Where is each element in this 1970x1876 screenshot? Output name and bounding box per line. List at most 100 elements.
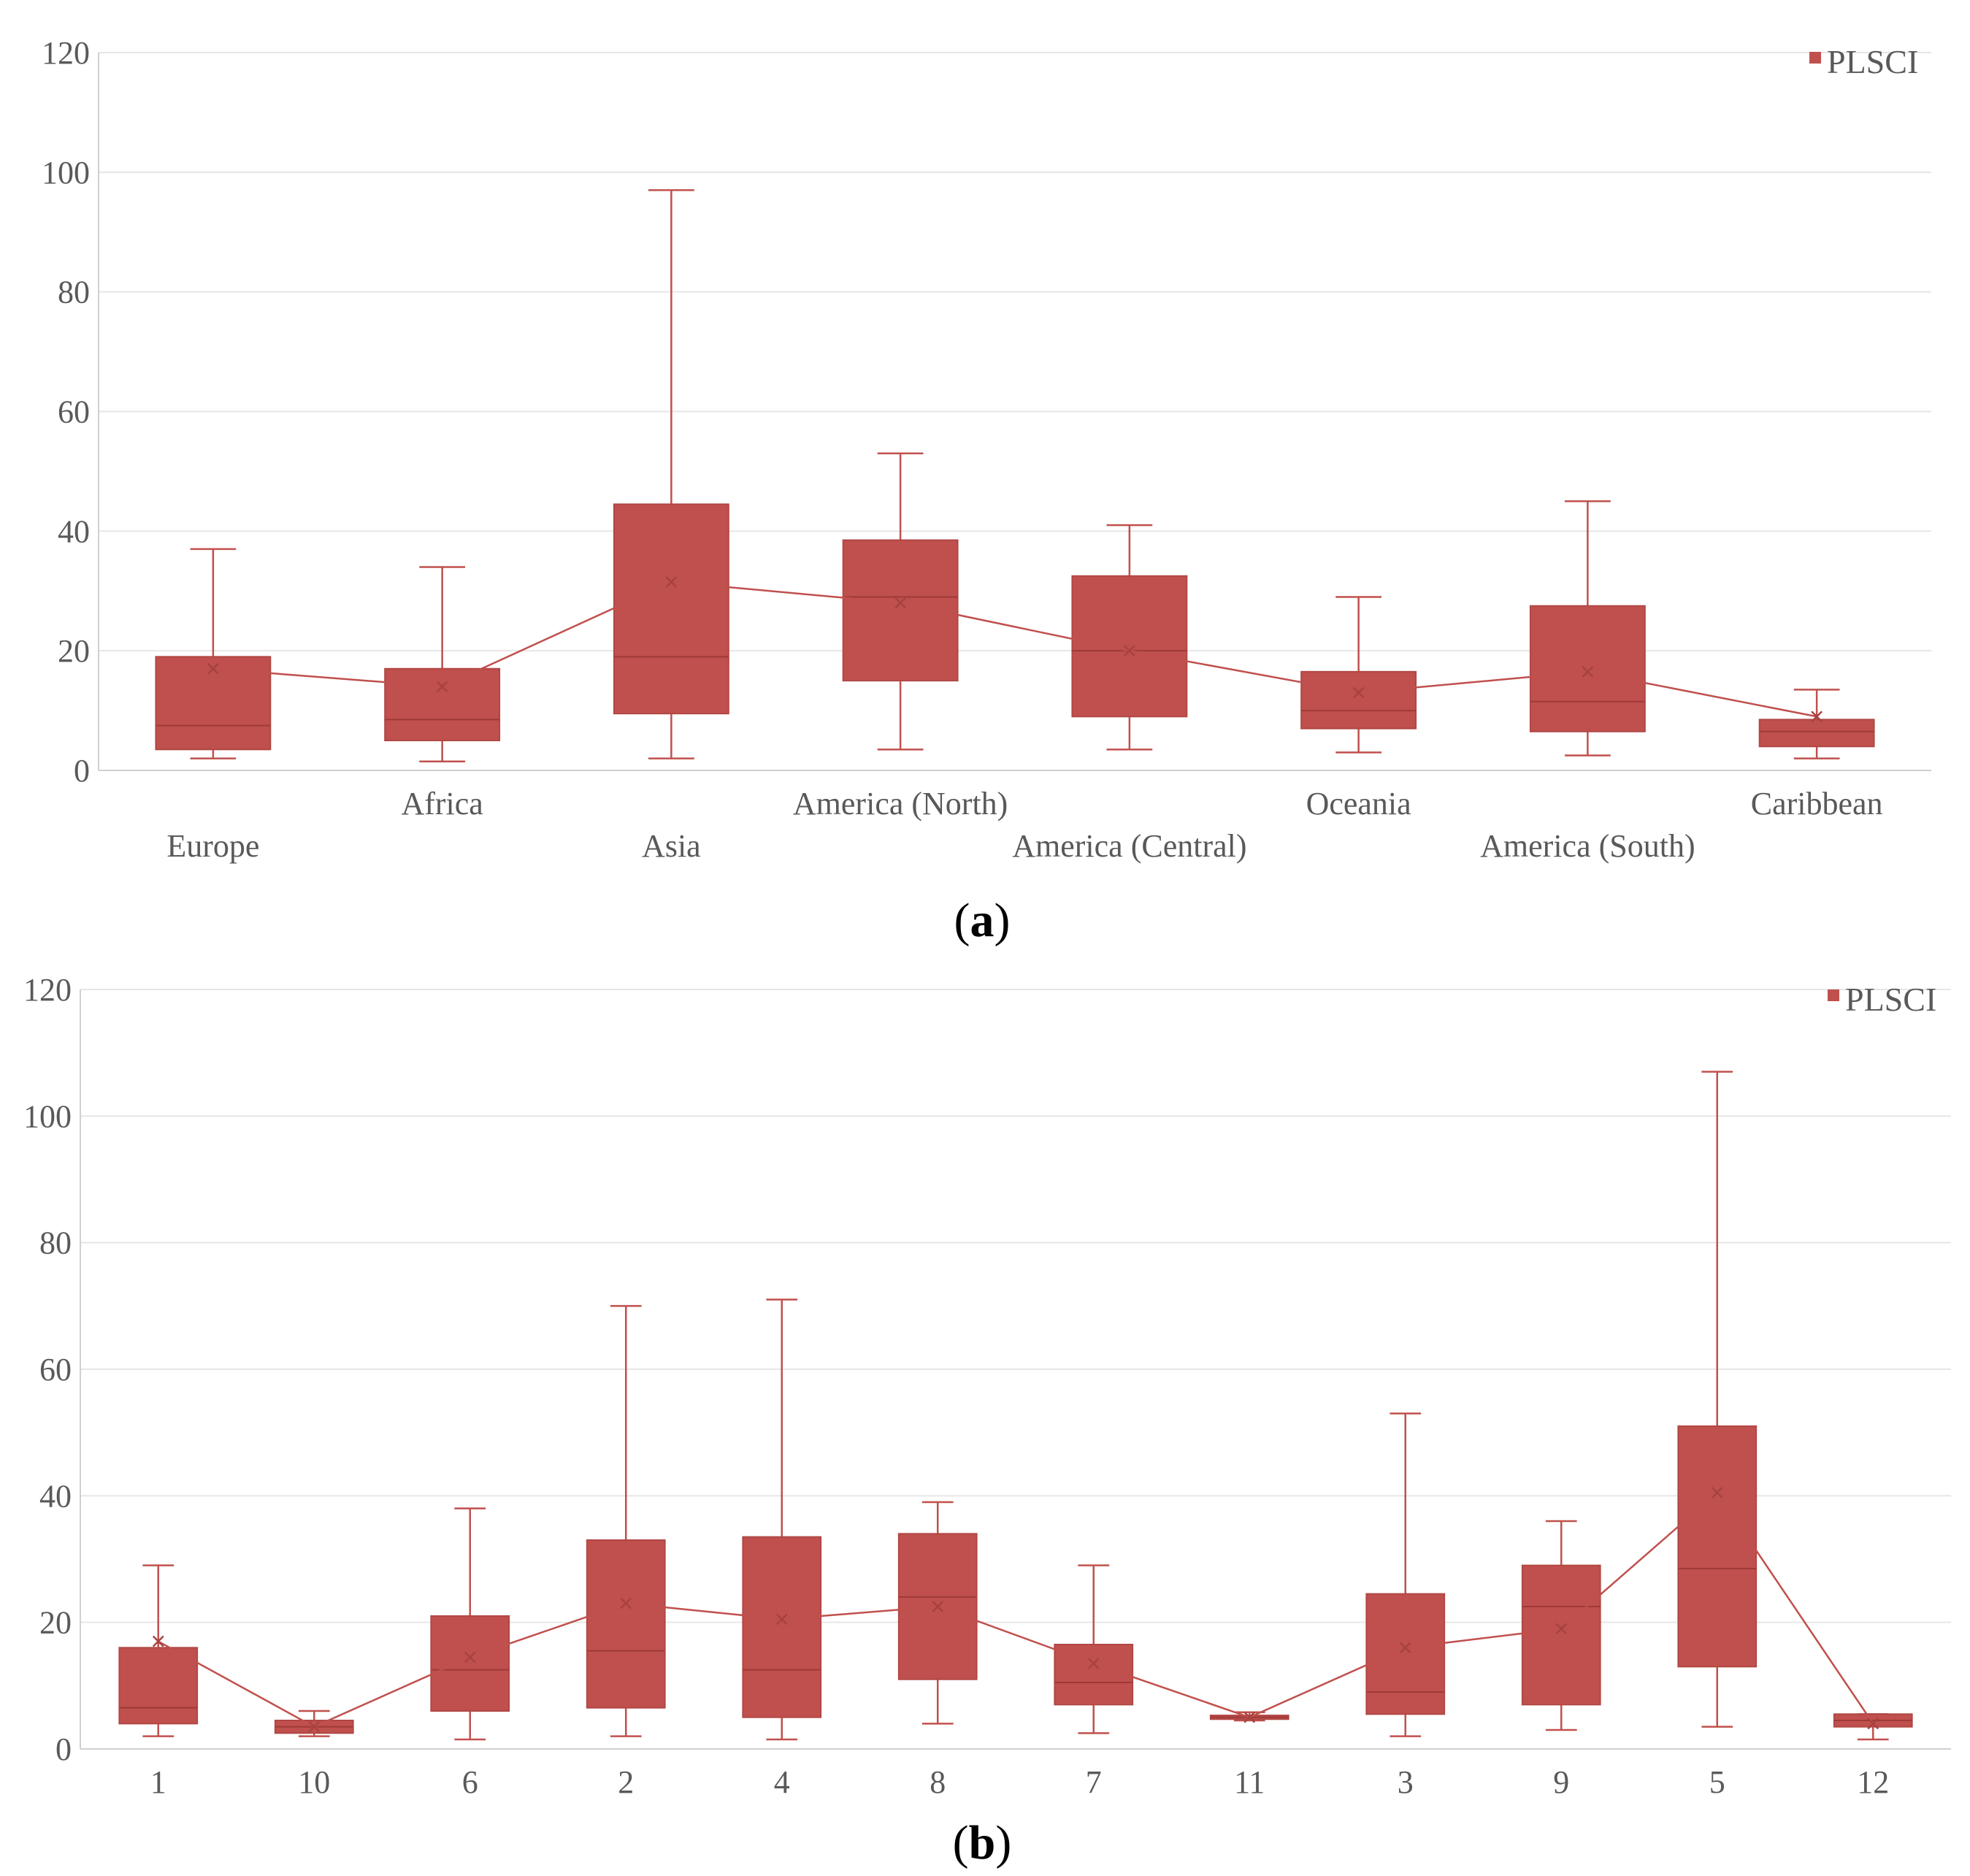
y-tick-label: 0 [74,753,90,789]
x-tick-label: 11 [1234,1764,1265,1800]
box-12 [1833,1713,1913,1741]
panel-label: (b) [953,1816,1012,1869]
legend-label: PLSCI [1845,981,1936,1018]
box-3 [1365,1412,1446,1737]
legend-swatch [1809,52,1821,64]
y-tick-label: 20 [39,1605,72,1641]
mean-marker [1711,1487,1723,1498]
iqr-box [1529,605,1646,732]
box-4 [742,1298,822,1741]
x-tick-label: 2 [618,1764,634,1800]
y-tick-label: 20 [58,633,90,669]
mean-marker [464,1651,476,1663]
iqr-box [613,503,729,715]
mean-marker-stroke [1811,711,1823,723]
y-tick-label: 80 [39,1225,72,1261]
x-tick-label: 5 [1709,1764,1725,1800]
mean-marker [1867,1718,1879,1730]
mean-marker-stroke [1352,686,1365,699]
box-america-north- [842,452,959,751]
mean-marker [1352,686,1365,699]
x-tick-label: 3 [1398,1764,1414,1800]
panel-label-letter: a [970,894,994,947]
legend-label: PLSCI [1827,43,1918,80]
mean-marker [207,662,219,675]
x-tick-label: 1 [150,1764,166,1800]
iqr-box [430,1615,510,1712]
x-tick-label: 4 [774,1764,790,1800]
x-tick-label: Asia [642,828,701,864]
panel-label-close: ) [994,894,1011,947]
mean-marker [1123,645,1135,657]
iqr-box [384,667,501,742]
panel-label-open: ( [954,894,970,947]
mean-marker [1087,1658,1100,1669]
panel-label: (a) [954,894,1011,947]
mean-marker-stroke [308,1720,321,1733]
box-oceania [1300,596,1417,754]
mean-marker-stroke [436,681,448,693]
y-tick-label: 40 [39,1478,72,1514]
x-tick-label: America (North) [793,786,1008,822]
mean-marker [932,1601,944,1612]
mean-marker [1399,1642,1411,1654]
box-1 [118,1564,199,1737]
mean-marker-stroke [1711,1487,1723,1498]
mean-line [158,1491,1874,1728]
y-tick-label: 120 [23,972,72,1008]
panel-label-close: ) [995,1816,1011,1869]
mean-marker-stroke [1087,1658,1100,1669]
mean-marker [152,1635,164,1647]
x-tick-label: America (South) [1480,828,1695,864]
mean-marker [308,1720,321,1733]
mean-marker [620,1597,632,1609]
mean-marker [665,576,678,588]
box-europe [155,548,272,759]
box-8 [897,1501,978,1725]
mean-marker-stroke [464,1651,476,1663]
y-tick-label: 100 [23,1098,72,1134]
mean-marker [1243,1711,1256,1723]
x-tick-label: 7 [1086,1764,1102,1800]
mean-marker-stroke [775,1613,788,1626]
x-tick-label: 8 [930,1764,946,1800]
box-2 [586,1305,666,1737]
box-9 [1521,1520,1601,1731]
panel-label-open: ( [953,1816,969,1869]
mean-line [212,581,1817,718]
box-caribbean [1758,689,1875,759]
legend-swatch [1828,989,1839,1001]
mean-marker-stroke [152,1635,164,1647]
box-america-south- [1529,500,1646,757]
y-tick-label: 60 [39,1352,72,1387]
panel-label-letter: b [969,1816,996,1869]
mean-marker-stroke [1123,645,1135,657]
y-tick-label: 0 [55,1731,72,1767]
iqr-box [742,1536,822,1718]
mean-marker [1555,1623,1568,1635]
y-tick-label: 60 [58,394,90,430]
mean-marker-stroke [1867,1718,1879,1730]
mean-marker-stroke [1582,665,1594,678]
iqr-box [1758,719,1875,748]
mean-marker [775,1613,788,1626]
chart-panel-a: 0 20 40 60 80 100 120 Europe Africa Asia America (… [42,35,1931,947]
iqr-box [1071,575,1188,718]
x-tick-label: 9 [1553,1764,1569,1800]
x-tick-label: Oceania [1306,786,1411,822]
box-7 [1054,1564,1134,1734]
x-tick-label: America (Central) [1012,828,1246,864]
mean-marker [436,681,448,693]
x-tick-label: 10 [298,1764,330,1800]
mean-marker [1811,711,1823,723]
x-tick-label: Europe [166,828,259,864]
mean-marker [894,597,907,609]
box-asia [613,189,729,759]
x-tick-label: Africa [401,786,483,822]
box-5 [1677,1071,1758,1728]
iqr-box [586,1539,666,1709]
box-6 [430,1507,510,1741]
mean-marker-stroke [1399,1642,1411,1654]
x-tick-label: Caribbean [1751,786,1883,822]
